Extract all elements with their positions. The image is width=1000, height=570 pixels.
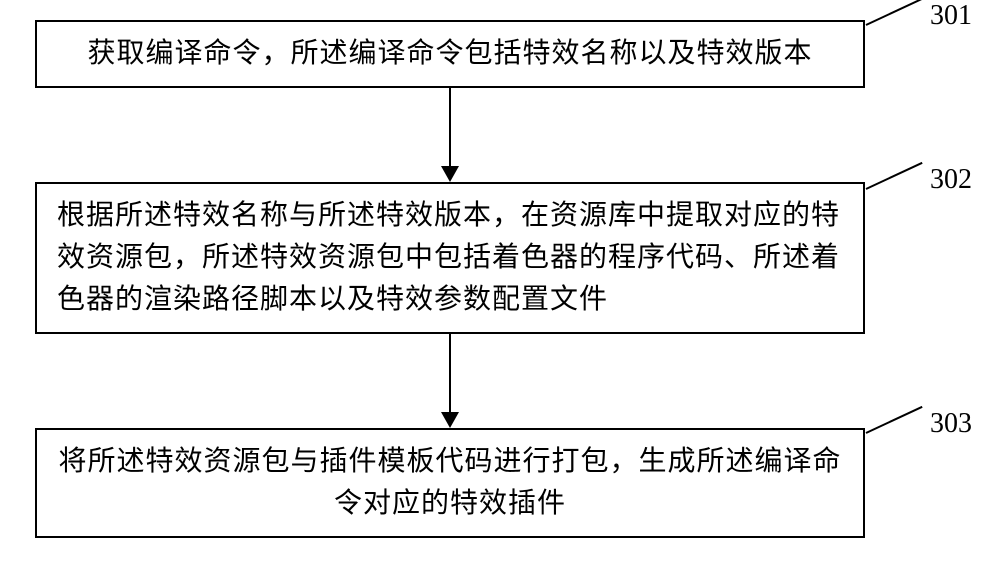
step-text-1: 获取编译命令，所述编译命令包括特效名称以及特效版本 [87, 33, 812, 75]
arrow-head-2-3 [441, 412, 459, 428]
step-label-3: 303 [930, 408, 972, 440]
flowchart-container: 获取编译命令，所述编译命令包括特效名称以及特效版本 301 根据所述特效名称与所… [0, 0, 1000, 570]
label-line-1 [866, 0, 923, 26]
arrow-1-2 [449, 88, 451, 166]
label-line-3 [866, 406, 923, 434]
arrow-2-3 [449, 334, 451, 412]
step-text-2: 根据所述特效名称与所述特效版本，在资源库中提取对应的特效资源包，所述特效资源包中… [57, 195, 843, 321]
step-label-2: 302 [930, 164, 972, 196]
label-line-2 [866, 162, 923, 190]
step-text-3: 将所述特效资源包与插件模板代码进行打包，生成所述编译命令对应的特效插件 [57, 441, 843, 525]
step-label-1: 301 [930, 0, 972, 32]
step-box-2: 根据所述特效名称与所述特效版本，在资源库中提取对应的特效资源包，所述特效资源包中… [35, 182, 865, 334]
arrow-head-1-2 [441, 166, 459, 182]
step-box-1: 获取编译命令，所述编译命令包括特效名称以及特效版本 [35, 20, 865, 88]
step-box-3: 将所述特效资源包与插件模板代码进行打包，生成所述编译命令对应的特效插件 [35, 428, 865, 538]
